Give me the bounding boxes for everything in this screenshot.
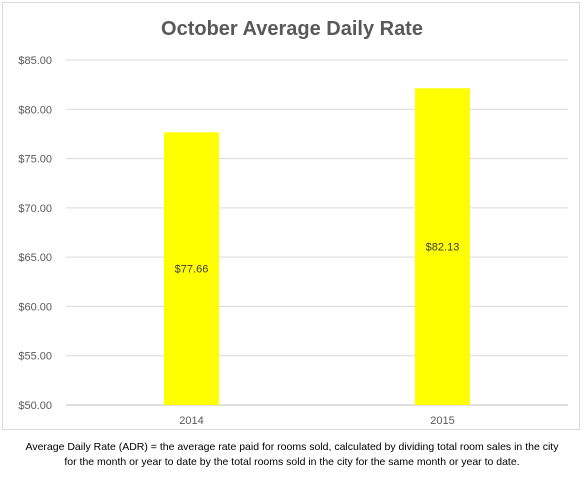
chart-area — [2, 2, 580, 430]
y-tick-label: $85.00 — [18, 55, 52, 67]
bar-chart: $50.00 $55.00 $60.00 $65.00 $70.00 $75.00 $80.… — [18, 55, 568, 427]
y-tick-label: $55.00 — [18, 351, 52, 363]
adr-footnote: Average Daily Rate (ADR) = the average r… — [0, 440, 584, 470]
y-axis-tick-labels: $50.00 $55.00 $60.00 $65.00 $70.00 $75.00 $80.… — [18, 55, 52, 412]
bar-2014 — [164, 132, 219, 405]
bars: $77.66 $82.13 — [164, 88, 470, 405]
y-tick-label: $75.00 — [18, 154, 52, 166]
footnote-line-1: Average Daily Rate (ADR) = the average r… — [25, 441, 559, 453]
y-tick-label: $50.00 — [18, 400, 52, 412]
footnote-line-2: for the month or year to date by the tot… — [64, 456, 520, 468]
y-tick-label: $60.00 — [18, 301, 52, 313]
x-tick-label-2015: 2015 — [430, 415, 454, 427]
chart-title: October Average Daily Rate — [161, 18, 423, 40]
data-label-2015: $82.13 — [426, 242, 460, 254]
y-tick-label: $70.00 — [18, 203, 52, 215]
bar-2015 — [415, 88, 470, 405]
data-label-2014: $77.66 — [175, 264, 209, 276]
y-tick-label: $80.00 — [18, 104, 52, 116]
gridlines — [66, 59, 568, 406]
x-tick-label-2014: 2014 — [179, 415, 203, 427]
y-tick-label: $65.00 — [18, 252, 52, 264]
x-axis-tick-labels: 2014 2015 — [179, 415, 454, 427]
